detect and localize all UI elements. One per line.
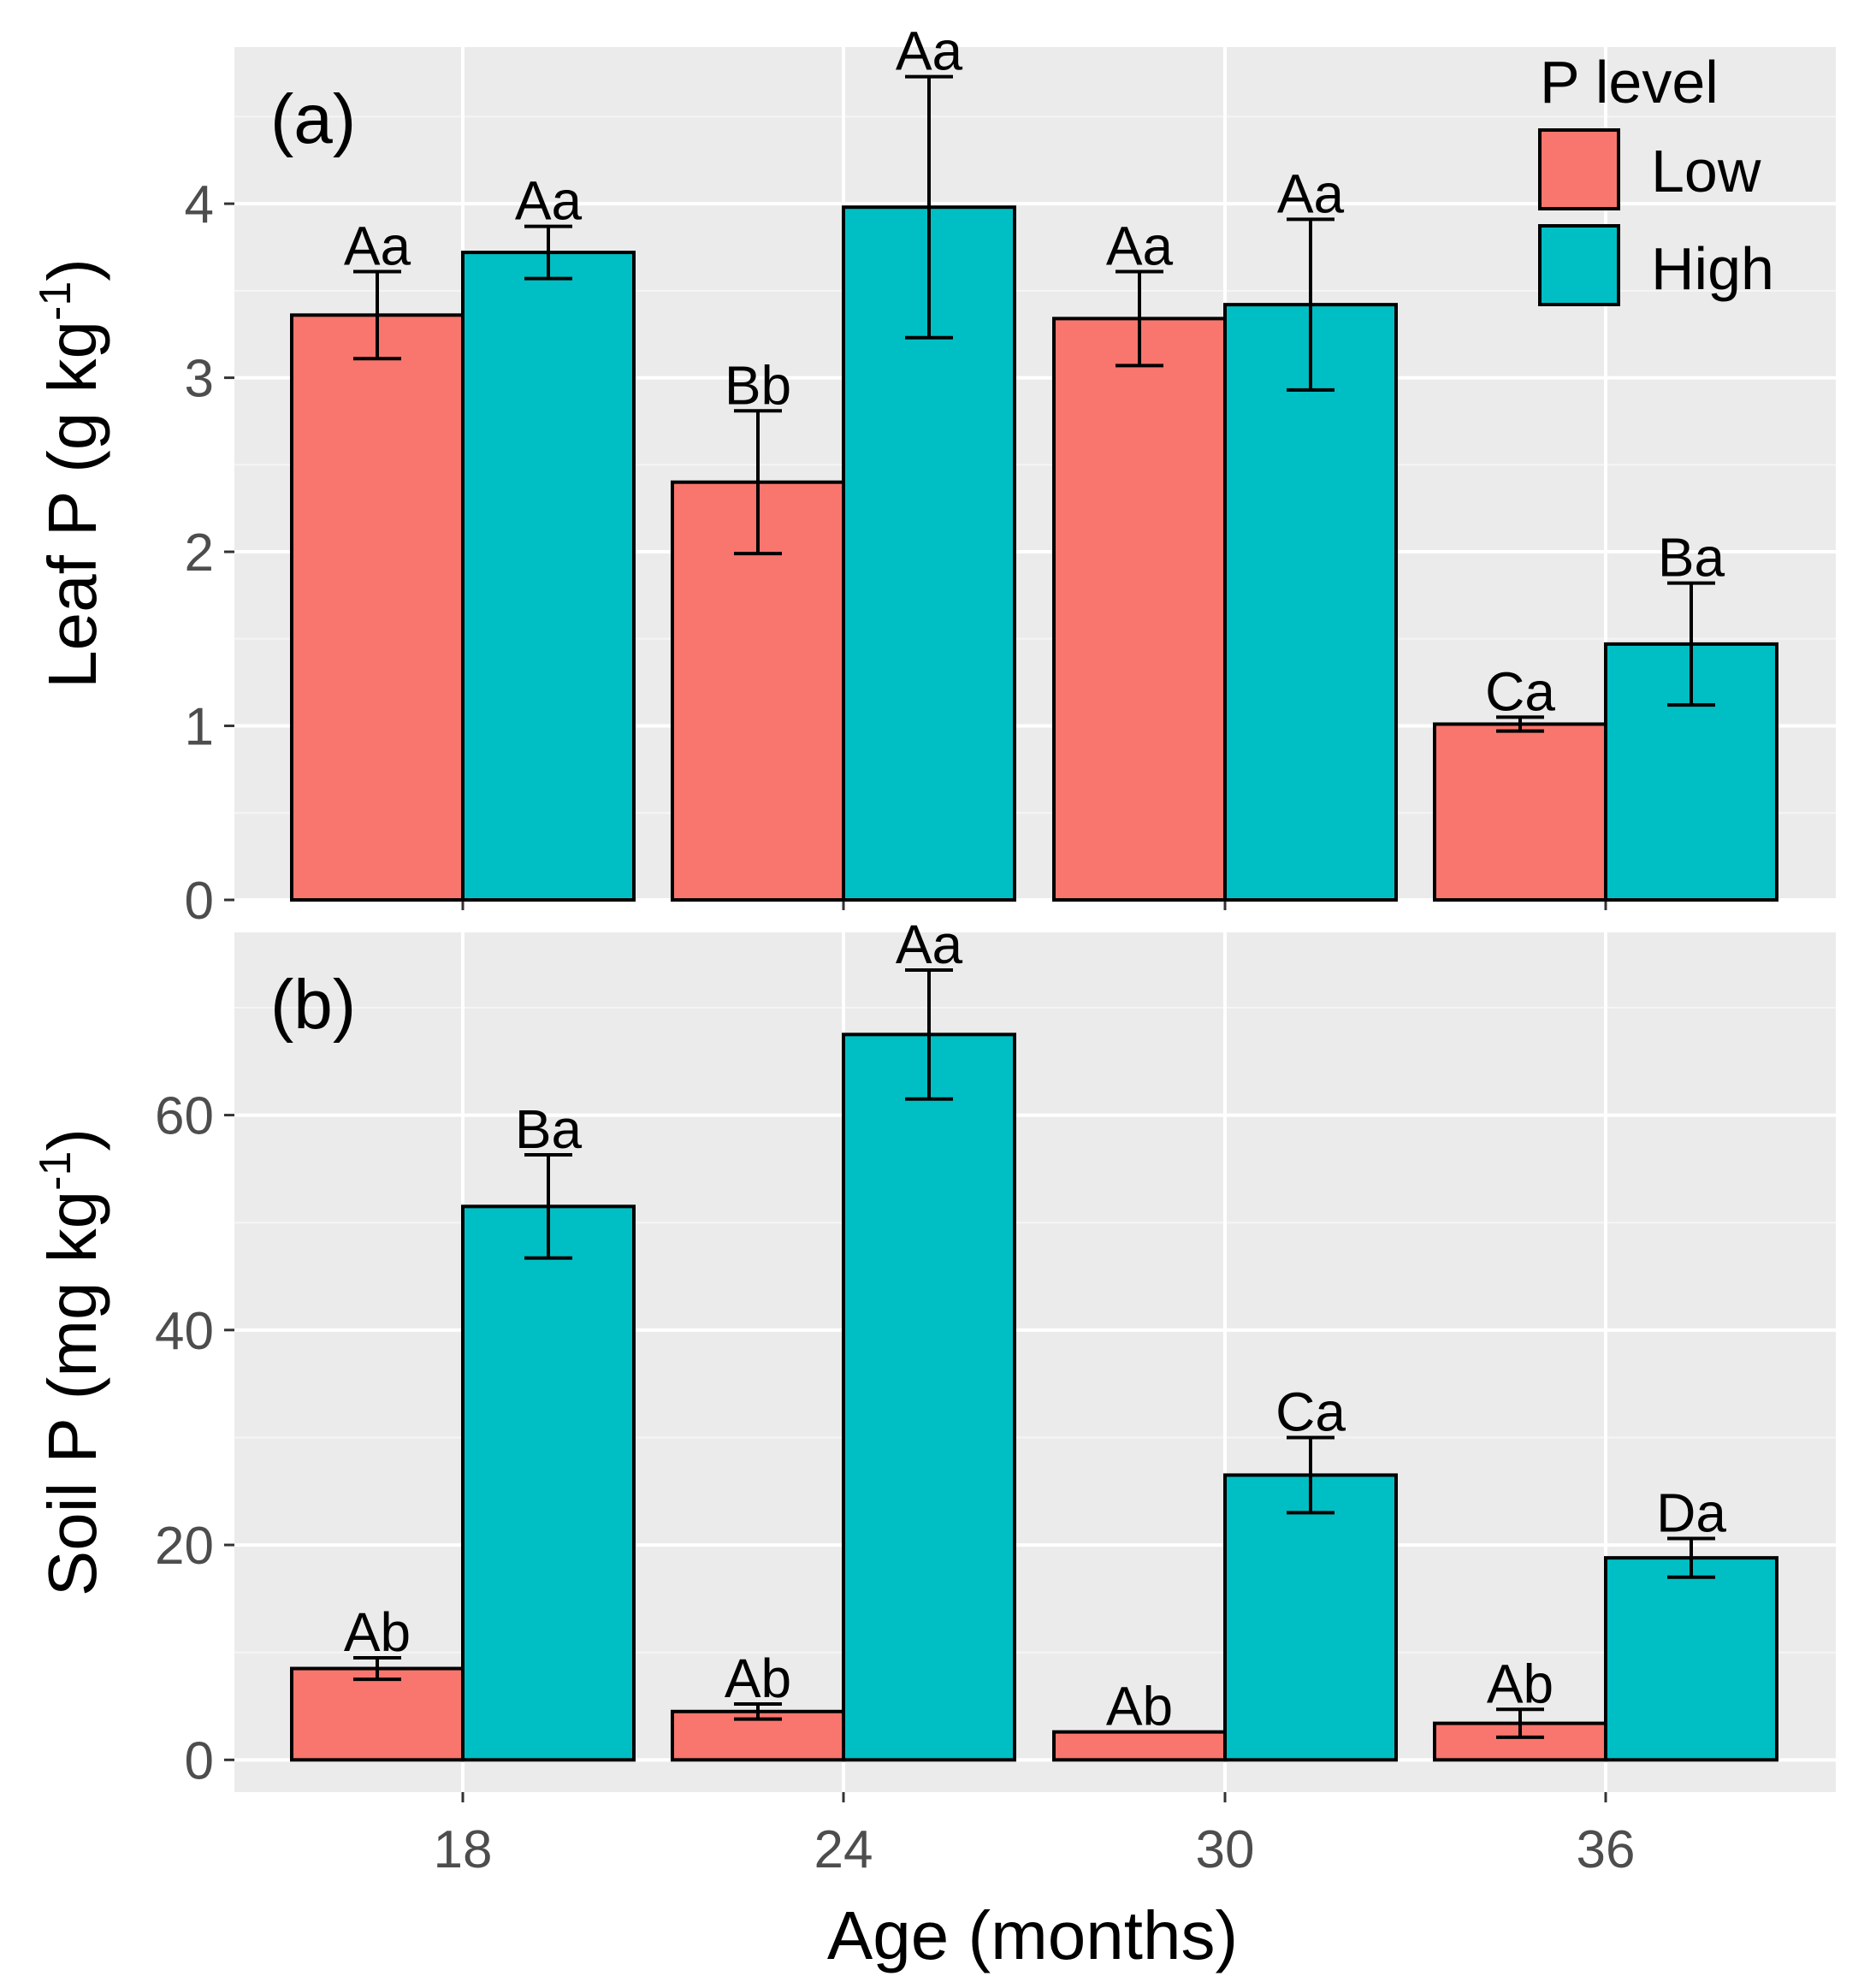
legend-label-low: Low — [1651, 138, 1761, 204]
bar-low-18 — [290, 313, 465, 902]
significance-label: Bb — [725, 354, 791, 416]
x-tick-label: 30 — [1196, 1820, 1255, 1879]
panel-label: (a) — [270, 80, 356, 158]
significance-label: Ab — [1106, 1676, 1173, 1737]
y-tick-label: 3 — [185, 350, 214, 409]
y-tick-label: 1 — [185, 698, 214, 757]
y-tick-label: 0 — [185, 1731, 214, 1790]
significance-label: Aa — [1106, 215, 1174, 276]
legend-swatch-high — [1538, 224, 1620, 306]
y-axis-title: Soil P (mg kg-1) — [31, 1128, 110, 1596]
y-tick-label: 0 — [185, 872, 214, 931]
significance-label: Aa — [515, 170, 583, 232]
bar-low-30 — [1052, 1730, 1227, 1762]
y-tick-label: 4 — [185, 175, 214, 234]
significance-label: Ca — [1275, 1381, 1346, 1442]
bar-high-18 — [461, 1204, 636, 1762]
significance-label: Ab — [344, 1601, 411, 1663]
significance-label: Ba — [515, 1098, 583, 1160]
x-tick-label: 24 — [814, 1820, 873, 1879]
bar-low-30 — [1052, 317, 1227, 902]
bar-high-36 — [1604, 1556, 1778, 1762]
y-tick-label: 20 — [155, 1517, 214, 1576]
bar-high-18 — [461, 251, 636, 902]
bar-high-24 — [842, 1032, 1016, 1762]
bar-high-30 — [1223, 303, 1398, 902]
significance-label: Ba — [1658, 527, 1725, 589]
significance-label: Aa — [344, 215, 411, 276]
y-tick-label: 40 — [155, 1302, 214, 1361]
bar-low-18 — [290, 1666, 465, 1762]
legend-swatch-low — [1538, 128, 1620, 210]
y-tick-label: 60 — [155, 1087, 214, 1146]
y-tick-label: 2 — [185, 524, 214, 583]
significance-label: Aa — [896, 914, 963, 975]
significance-label: Aa — [896, 21, 963, 82]
significance-label: Ca — [1485, 660, 1555, 722]
y-axis-title: Leaf P (g kg-1) — [31, 258, 110, 689]
significance-label: Ab — [725, 1648, 791, 1709]
legend-title: P level — [1540, 49, 1719, 115]
bar-high-30 — [1223, 1473, 1398, 1762]
panel-label: (b) — [270, 966, 356, 1044]
significance-label: Da — [1656, 1482, 1726, 1544]
significance-label: Ab — [1487, 1653, 1553, 1714]
legend-label-high: High — [1651, 235, 1774, 302]
x-tick-label: 18 — [434, 1820, 493, 1879]
legend: P level Low High — [1538, 49, 1774, 306]
panel-b-soil-p: 0 20 40 60 18 24 30 36 Ab Ab Ab Ab Ba Aa Ca Da (b) Soil P… — [31, 914, 1836, 1879]
x-tick-label: 36 — [1577, 1820, 1636, 1879]
significance-label: Aa — [1277, 163, 1345, 224]
bar-low-36 — [1433, 722, 1607, 902]
x-axis-title: Age (months) — [827, 1897, 1238, 1973]
